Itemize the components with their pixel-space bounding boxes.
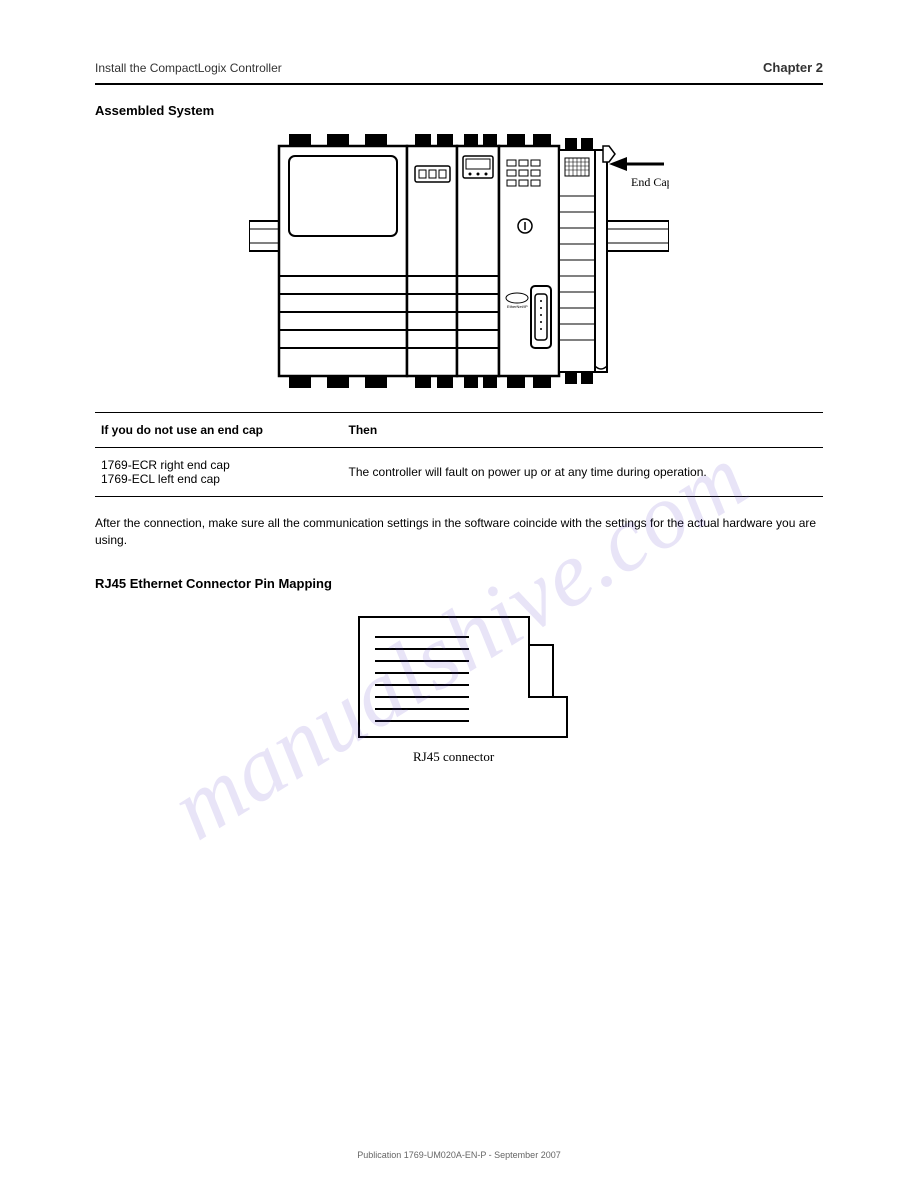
table-header-a: If you do not use an end cap [95,413,343,448]
figure-assembled-system: EtherNet/IP [95,126,823,396]
page-footer: Publication 1769-UM020A-EN-P - September… [0,1150,918,1160]
subhead-assembled-system: Assembled System [95,103,823,118]
figure-rj45: RJ45 connector [95,597,823,767]
svg-text:EtherNet/IP: EtherNet/IP [507,304,528,309]
table-row: 1769-ECR right end cap 1769-ECL left end… [95,448,823,497]
table-header-b: Then [343,413,823,448]
header-rule [95,83,823,85]
table-cell-b: The controller will fault on power up or… [343,448,823,497]
endcap-table: If you do not use an end cap Then 1769-E… [95,412,823,497]
subhead-rj45: RJ45 Ethernet Connector Pin Mapping [95,576,823,591]
header-chapter: Chapter 2 [763,60,823,75]
table-cell-a: 1769-ECR right end cap 1769-ECL left end… [95,448,343,497]
page-header: Install the CompactLogix Controller Chap… [95,60,823,75]
body-paragraph: After the connection, make sure all the … [95,515,823,550]
header-left-text: Install the CompactLogix Controller [95,61,282,75]
endcap-arrow-label: End Cap [631,175,669,189]
rj45-caption: RJ45 connector [413,749,495,764]
